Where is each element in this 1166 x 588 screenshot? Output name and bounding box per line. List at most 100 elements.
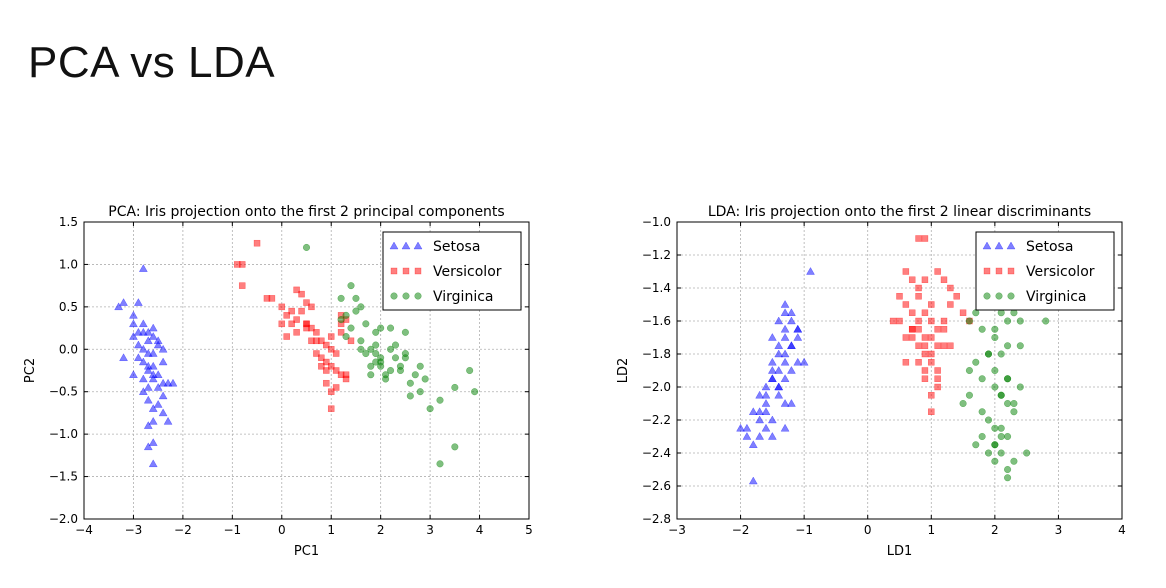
data-point — [283, 312, 290, 319]
data-point — [965, 317, 973, 325]
data-point — [143, 336, 153, 345]
data-point — [337, 329, 345, 336]
data-point — [1042, 317, 1050, 325]
data-point — [940, 276, 948, 283]
data-point — [129, 332, 138, 340]
data-point — [991, 424, 999, 432]
legend-label: Virginica — [1026, 289, 1086, 305]
plot-title: PCA: Iris projection onto the first 2 pr… — [108, 204, 504, 220]
data-point — [382, 375, 390, 383]
data-point — [278, 320, 286, 328]
y-tick-label: −1.6 — [642, 314, 671, 328]
data-point — [153, 340, 163, 349]
data-point — [908, 276, 916, 283]
data-point — [293, 329, 300, 336]
plot-frame — [83, 221, 530, 520]
x-tick-label: −1 — [795, 523, 813, 537]
series-versicolor — [234, 239, 355, 412]
data-point — [793, 332, 803, 341]
data-point — [387, 324, 395, 332]
data-point — [997, 424, 1005, 432]
data-point — [1010, 399, 1018, 408]
data-point — [158, 344, 168, 353]
data-point — [327, 363, 335, 370]
series-virginica — [959, 254, 1050, 482]
data-point — [303, 320, 310, 328]
x-tick-label: 1 — [327, 523, 335, 537]
data-point — [786, 365, 796, 374]
data-point — [780, 357, 790, 366]
plot-frame — [676, 221, 1123, 520]
data-point — [902, 268, 910, 275]
pca-plot: −4 −3 −2 −1 0 1 2 3 4 5 −2.0 −1.5 −1.0 −0.5 0.0 0.5 1.0 1… — [23, 204, 533, 559]
data-point — [313, 350, 320, 357]
data-point — [332, 384, 340, 391]
data-point — [755, 415, 765, 424]
legend-marker — [995, 267, 1003, 275]
x-tick-label: −1 — [223, 523, 241, 537]
data-point — [148, 438, 158, 446]
data-point — [1004, 432, 1012, 441]
data-point — [774, 316, 784, 325]
y-tick-label: −1.0 — [49, 427, 78, 441]
data-point — [978, 375, 986, 383]
data-point — [972, 358, 980, 366]
data-point — [143, 327, 153, 336]
y-tick-label: −2.8 — [642, 512, 671, 526]
data-point — [947, 284, 954, 292]
legend-label: Setosa — [433, 239, 480, 255]
data-point — [984, 416, 993, 424]
data-point — [991, 325, 999, 333]
data-point — [742, 423, 752, 432]
data-point — [806, 266, 815, 275]
data-point — [959, 399, 967, 408]
data-point — [347, 337, 355, 345]
y-tick-label: 1.5 — [59, 215, 78, 229]
y-tick-label: −2.2 — [642, 413, 671, 427]
data-point — [767, 365, 777, 374]
x-tick-label: 4 — [1118, 523, 1126, 537]
data-point — [357, 303, 365, 311]
legend-marker — [982, 241, 992, 250]
x-tick-label: −3 — [125, 523, 143, 537]
data-point — [283, 333, 290, 340]
data-point — [997, 391, 1005, 399]
data-point — [406, 392, 414, 400]
data-point — [767, 332, 777, 341]
data-point — [372, 328, 380, 336]
data-point — [401, 328, 409, 336]
y-tick-label: 0.0 — [59, 342, 78, 356]
y-tick-label: 0.5 — [59, 300, 78, 314]
data-point — [991, 457, 999, 465]
data-point — [915, 326, 922, 333]
data-point — [426, 405, 434, 413]
data-point — [327, 333, 335, 340]
x-tick-label: 3 — [1055, 523, 1063, 537]
data-point — [1010, 457, 1018, 465]
data-point — [786, 316, 796, 325]
legend: Setosa Versicolor Virginica — [382, 231, 522, 311]
data-point — [143, 365, 153, 374]
data-point — [416, 362, 424, 370]
data-point — [902, 301, 910, 308]
data-point — [362, 349, 370, 358]
data-point — [767, 431, 777, 440]
data-point — [268, 295, 276, 302]
data-point — [761, 423, 771, 432]
data-point — [748, 407, 758, 415]
data-point — [921, 342, 929, 349]
data-point — [991, 383, 999, 391]
legend: Setosa Versicolor Virginica — [975, 231, 1115, 311]
data-point — [153, 370, 163, 378]
data-point — [908, 326, 916, 333]
data-point — [928, 392, 935, 399]
data-point — [288, 320, 295, 328]
data-point — [1004, 342, 1012, 350]
data-point — [997, 449, 1005, 457]
data-point — [1004, 317, 1012, 325]
data-point — [947, 342, 954, 349]
data-point — [908, 309, 916, 316]
data-point — [921, 367, 929, 374]
data-point — [915, 235, 922, 242]
data-point — [278, 303, 286, 311]
